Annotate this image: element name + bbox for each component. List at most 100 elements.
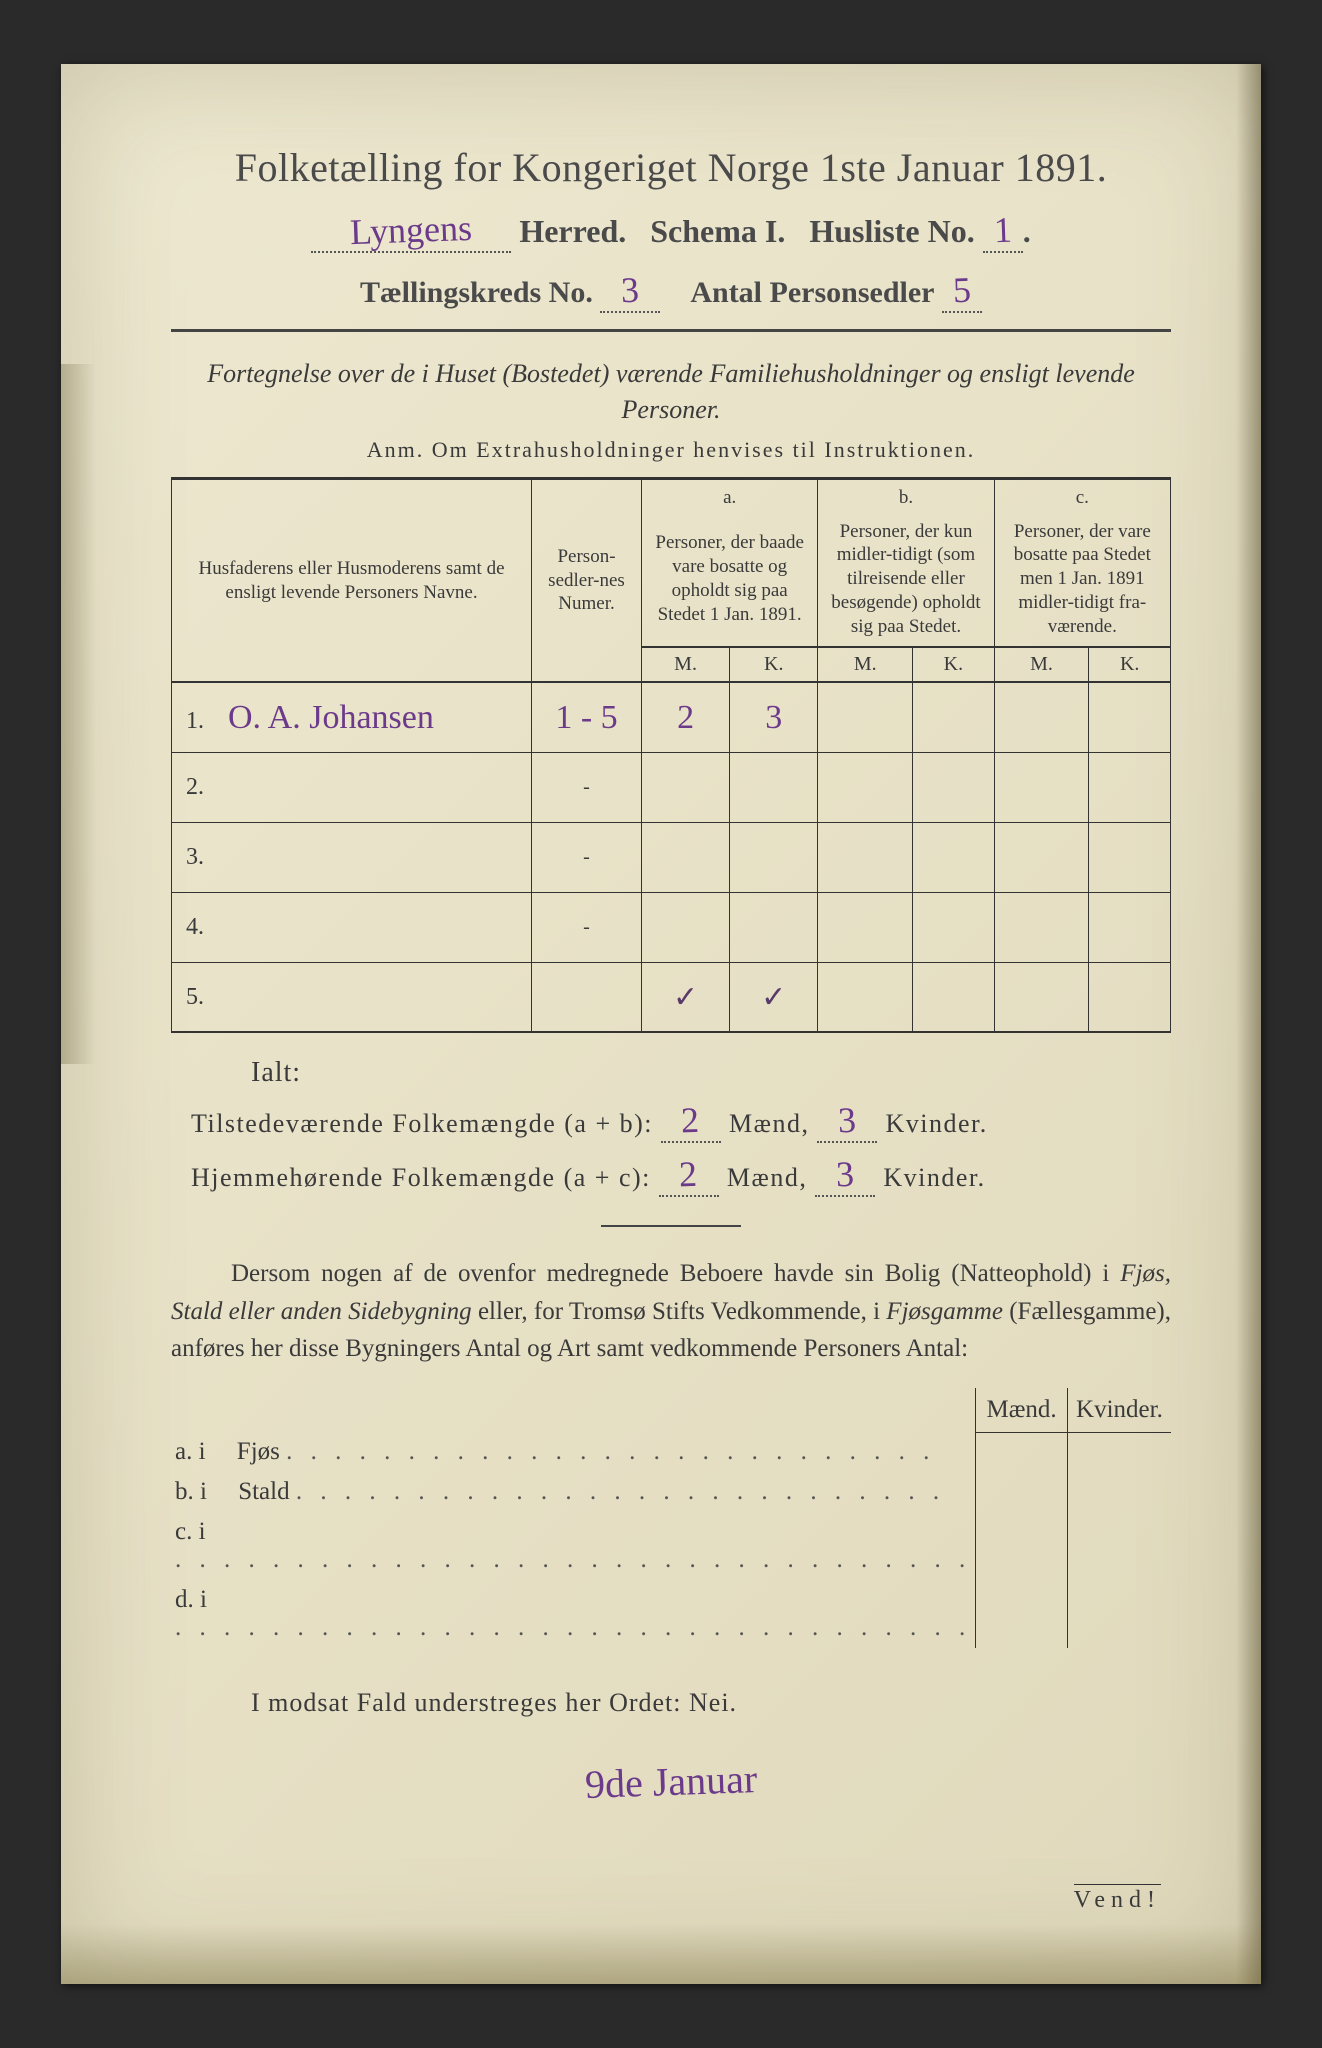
census-table-body: 1. O. A. Johansen 1 - 5 2 3 2. - 3. - 4.: [172, 682, 1171, 1032]
building-row: c. i . . . . . . . . . . . . . . . . . .…: [171, 1512, 1171, 1580]
schema-label: Schema I.: [650, 213, 785, 249]
col-b-k: K.: [913, 647, 995, 682]
bld-row-lbl: d. i: [175, 1586, 207, 1613]
kreds-label: Tællingskreds No.: [360, 276, 593, 309]
dots-fill: . . . . . . . . . . . . . . . . . . . . …: [175, 1546, 971, 1573]
row-number: 2.: [186, 774, 222, 801]
col-a-k: K.: [730, 647, 818, 682]
totals-line-1: Tilstedeværende Folkemængde (a + b): 2 M…: [191, 1099, 1171, 1143]
divider-middle: [601, 1225, 741, 1227]
bld-row-type: Fjøs: [237, 1438, 280, 1465]
col-header-name-text: Husfaderens eller Husmoderens samt de en…: [198, 558, 504, 603]
herred-name-field: Lyngens: [311, 209, 511, 253]
bld-row-lbl: c. i: [175, 1518, 206, 1545]
stain-decoration: [61, 364, 96, 1064]
totals-1-k-field: 3: [817, 1099, 877, 1143]
row-c-m: [994, 682, 1089, 752]
totals-2-m-value: 2: [678, 1153, 699, 1196]
building-paragraph: Dersom nogen af de ovenfor medregnede Be…: [171, 1255, 1171, 1368]
bld-header-kvinder: Kvinder.: [1067, 1388, 1171, 1433]
col-header-c: Personer, der vare bosatte paa Stedet me…: [994, 512, 1170, 648]
table-row: 4. -: [172, 892, 1171, 962]
table-row: 3. -: [172, 822, 1171, 892]
header-line-1: Lyngens Herred. Schema I. Husliste No. 1…: [171, 209, 1171, 253]
building-row: a. i Fjøs . . . . . . . . . . . . . . . …: [171, 1432, 1171, 1472]
header-line-2: Tællingskreds No. 3 Antal Personsedler 5: [171, 269, 1171, 313]
dots-fill: . . . . . . . . . . . . . . . . . . . . …: [296, 1478, 945, 1505]
col-header-c-top: c.: [994, 478, 1170, 511]
kreds-no-field: 3: [600, 269, 660, 313]
census-form-page: Folketælling for Kongeriget Norge 1ste J…: [61, 64, 1261, 1984]
bld-row-type: Stald: [238, 1478, 289, 1505]
tick-mark: ✓: [761, 981, 786, 1014]
row-pers: [532, 962, 642, 1032]
herred-name-value: Lyngens: [350, 207, 473, 253]
building-row: d. i . . . . . . . . . . . . . . . . . .…: [171, 1580, 1171, 1648]
anm-text: Anm. Om Extrahusholdninger henvises til …: [171, 437, 1171, 463]
divider-top: [171, 329, 1171, 332]
totals-line-2: Hjemmehørende Folkemængde (a + c): 2 Mæn…: [191, 1153, 1171, 1197]
col-header-name: Husfaderens eller Husmoderens samt de en…: [172, 478, 532, 682]
row-name: O. A. Johansen: [228, 699, 434, 736]
col-b-m: M.: [818, 647, 913, 682]
para-it-2: Fjøsgamme: [886, 1298, 1003, 1325]
ialt-label: Ialt:: [251, 1057, 1171, 1089]
maend-label: Mænd,: [727, 1163, 807, 1192]
totals-1-k-value: 3: [837, 1099, 858, 1142]
col-c-k: K.: [1089, 647, 1171, 682]
para-text-2: eller, for Tromsø Stifts Vedkommende, i: [472, 1298, 887, 1325]
col-header-a: Personer, der baade vare bosatte og opho…: [642, 512, 818, 648]
kreds-no-value: 3: [621, 269, 640, 312]
antal-label: Antal Personsedler: [690, 276, 934, 309]
totals-2-label: Hjemmehørende Folkemængde (a + c):: [191, 1163, 651, 1192]
totals-1-m-field: 2: [661, 1099, 721, 1143]
maend-label: Mænd,: [729, 1109, 809, 1138]
totals-2-m-field: 2: [659, 1153, 719, 1197]
row-number: 3.: [186, 844, 222, 871]
row-pers: -: [532, 822, 642, 892]
dots-fill: . . . . . . . . . . . . . . . . . . . . …: [286, 1438, 935, 1465]
row-pers: -: [532, 752, 642, 822]
antal-no-value: 5: [952, 269, 971, 312]
row-b-k: [913, 682, 995, 752]
dots-fill: . . . . . . . . . . . . . . . . . . . . …: [175, 1614, 971, 1641]
intro-text: Fortegnelse over de i Huset (Bostedet) v…: [171, 356, 1171, 429]
buildings-table: Mænd. Kvinder. a. i Fjøs . . . . . . . .…: [171, 1388, 1171, 1649]
row-pers: 1 - 5: [555, 699, 617, 736]
bottom-date-field: 9de Januar: [171, 1758, 1171, 1805]
totals-2-k-value: 3: [835, 1153, 856, 1196]
tick-mark: ✓: [673, 981, 698, 1014]
form-title: Folketælling for Kongeriget Norge 1ste J…: [171, 144, 1171, 191]
totals-1-m-value: 2: [681, 1099, 702, 1142]
nei-line: I modsat Fald understreges her Ordet: Ne…: [171, 1688, 1171, 1718]
para-text-1: Dersom nogen af de ovenfor medregnede Be…: [231, 1260, 1120, 1287]
kvinder-label: Kvinder.: [883, 1163, 985, 1192]
census-table: Husfaderens eller Husmoderens samt de en…: [171, 477, 1171, 1034]
kvinder-label: Kvinder.: [885, 1109, 987, 1138]
row-number: 4.: [186, 914, 222, 941]
herred-label: Herred.: [519, 213, 626, 249]
husliste-no-value: 1: [993, 209, 1012, 252]
husliste-label: Husliste No.: [809, 213, 974, 249]
row-number: 1.: [186, 708, 222, 735]
row-pers: -: [532, 892, 642, 962]
table-row: 2. -: [172, 752, 1171, 822]
bld-row-lbl: a. i: [175, 1438, 206, 1465]
bld-row-lbl: b. i: [175, 1478, 207, 1505]
husliste-no-field: 1: [983, 209, 1023, 253]
col-header-a-top: a.: [642, 478, 818, 511]
row-a-k: 3: [765, 699, 782, 736]
vend-label: Vend!: [1074, 1884, 1161, 1914]
col-header-personnr: Person-sedler-nes Numer.: [532, 478, 642, 682]
row-b-m: [818, 682, 913, 752]
table-row: 5. ✓ ✓: [172, 962, 1171, 1032]
col-header-b-top: b.: [818, 478, 994, 511]
row-c-k: [1089, 682, 1171, 752]
row-number: 5.: [186, 984, 222, 1011]
table-row: 1. O. A. Johansen 1 - 5 2 3: [172, 682, 1171, 752]
totals-2-k-field: 3: [815, 1153, 875, 1197]
bottom-date-value: 9de Januar: [584, 1755, 758, 1808]
row-a-m: 2: [677, 699, 694, 736]
totals-1-label: Tilstedeværende Folkemængde (a + b):: [191, 1109, 653, 1138]
antal-no-field: 5: [942, 269, 982, 313]
